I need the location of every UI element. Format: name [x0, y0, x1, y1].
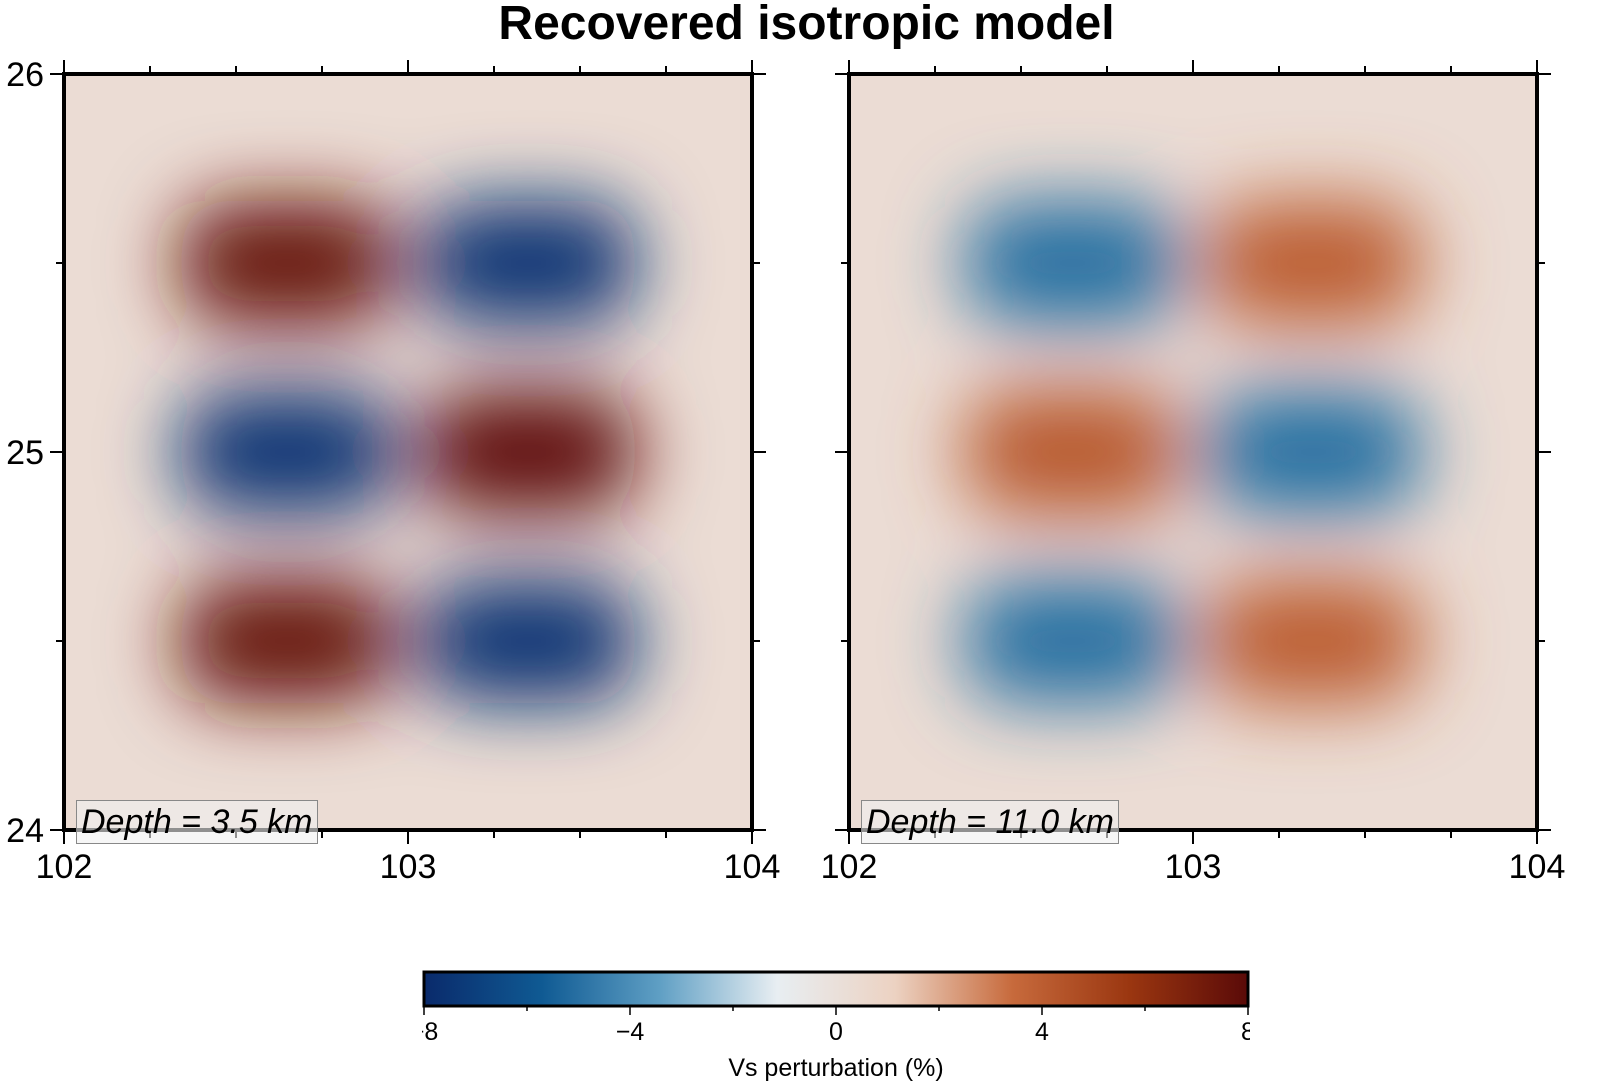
anomaly-mark [179, 579, 396, 703]
x-tick-label: 103 [380, 848, 437, 886]
colorbar-svg: −8 −4 0 4 8 Vs perturbation (%) [410, 970, 1255, 1082]
anomaly-mark [179, 201, 396, 325]
map-background [64, 74, 752, 830]
colorbar-tick-label: −4 [616, 1018, 645, 1046]
anomaly-mark [964, 390, 1181, 514]
x-tick-label: 104 [1509, 848, 1566, 886]
colorbar-tick-label: 8 [1241, 1018, 1250, 1046]
anomaly-mark [1205, 579, 1422, 703]
anomaly-mark [964, 201, 1181, 325]
colorbar-tick-label: 4 [1035, 1018, 1049, 1046]
x-tick-label: 102 [36, 848, 93, 886]
heatmap-svg: 102 103 104 [821, 60, 1565, 886]
colorbar-tick-label: 0 [829, 1018, 843, 1046]
map-background [849, 74, 1537, 830]
colorbar: −8 −4 0 4 8 Vs perturbation (%) [410, 970, 1255, 1086]
map-panel-depth-11.0: 102 103 104 Depth = 11.0 km [821, 60, 1565, 886]
heatmap-svg: 102 103 104 24 25 26 [6, 56, 780, 886]
map-panel-depth-3.5: 102 103 104 24 25 26 Depth = 3.5 km [6, 56, 780, 886]
anomaly-mark [420, 201, 637, 325]
colorbar-gradient [422, 970, 1250, 1008]
anomaly-mark [1205, 390, 1422, 514]
colorbar-label: Vs perturbation (%) [728, 1054, 943, 1082]
anomaly-mark [420, 390, 637, 514]
x-tick-label: 104 [724, 848, 781, 886]
depth-label: Depth = 11.0 km [861, 800, 1119, 844]
depth-label: Depth = 3.5 km [76, 800, 318, 844]
y-tick-label: 24 [6, 812, 44, 850]
y-tick-label: 26 [6, 56, 44, 94]
anomaly-mark [420, 579, 637, 703]
y-tick-label: 25 [6, 434, 44, 472]
anomaly-mark [1205, 201, 1422, 325]
colorbar-tick-label: −8 [422, 1018, 438, 1046]
x-tick-label: 102 [821, 848, 878, 886]
x-tick-label: 103 [1165, 848, 1222, 886]
anomaly-mark [964, 579, 1181, 703]
anomaly-mark [179, 390, 396, 514]
chart-title: Recovered isotropic model [498, 0, 1115, 50]
